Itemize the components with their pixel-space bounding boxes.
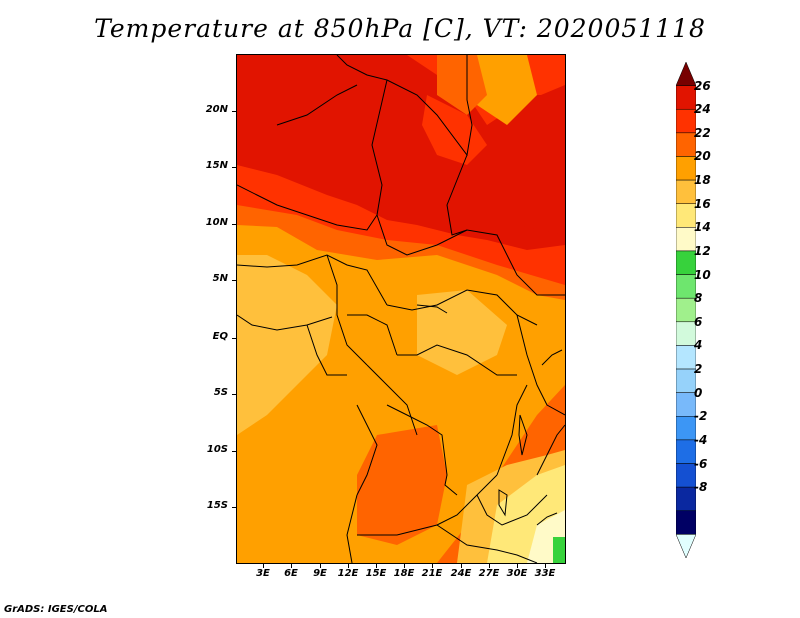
colorbar	[676, 62, 696, 558]
colorbar-swatch	[676, 345, 696, 370]
colorbar-label: -8	[694, 480, 708, 495]
field-24-pocket	[422, 95, 487, 165]
lakes	[416, 304, 563, 526]
colorbar-swatch	[676, 463, 696, 488]
colorbar-swatch	[676, 439, 696, 464]
lat-tick	[232, 111, 237, 112]
lon-label-6e: 6E	[284, 568, 298, 579]
lon-label-27e: 27E	[478, 568, 500, 579]
colorbar-swatch	[676, 274, 696, 299]
lon-tick	[432, 563, 433, 568]
colorbar-swatch	[676, 227, 696, 252]
lon-tick	[320, 563, 321, 568]
lon-label-15e: 15E	[365, 568, 387, 579]
lon-label-12e: 12E	[337, 568, 359, 579]
temperature-field	[237, 55, 565, 563]
colorbar-label: 12	[694, 243, 711, 258]
colorbar-label: 26	[694, 78, 711, 93]
lon-label-33e: 33E	[534, 568, 556, 579]
colorbar-label: 10	[694, 267, 711, 282]
colorbar-label: 0	[694, 385, 703, 400]
lat-label-eq: EQ	[212, 331, 228, 342]
lon-tick	[461, 563, 462, 568]
colorbar-swatch	[676, 132, 696, 157]
lat-label-10s: 10S	[206, 444, 228, 455]
lon-tick	[291, 563, 292, 568]
grads-credit: GrADS: IGES/COLA	[4, 604, 108, 615]
lon-tick	[404, 563, 405, 568]
lat-tick	[232, 451, 237, 452]
lat-tick	[232, 394, 237, 395]
colorbar-label: 22	[694, 125, 711, 140]
lon-label-18e: 18E	[393, 568, 415, 579]
colorbar-label: 16	[694, 196, 711, 211]
colorbar-swatch	[676, 250, 696, 275]
colorbar-label: -6	[694, 456, 708, 471]
colorbar-swatch	[676, 534, 696, 558]
lon-tick	[376, 563, 377, 568]
lat-label-5s: 5S	[213, 387, 228, 398]
colorbar-label: 8	[694, 291, 703, 306]
field-26-east	[497, 95, 565, 235]
lat-tick	[232, 338, 237, 339]
lon-tick	[545, 563, 546, 568]
temperature-map[interactable]	[236, 54, 566, 564]
lat-label-10n: 10N	[205, 217, 228, 228]
colorbar-swatch	[676, 62, 696, 86]
lat-label-20n: 20N	[205, 104, 228, 115]
field-26-core	[237, 55, 565, 250]
colorbar-label: -4	[694, 432, 708, 447]
lat-label-15n: 15N	[205, 160, 228, 171]
colorbar-label: 2	[694, 362, 703, 377]
lat-tick	[232, 280, 237, 281]
lon-tick	[263, 563, 264, 568]
colorbar-swatch	[676, 392, 696, 417]
field-22-pocket	[437, 55, 487, 115]
field-18-20-west	[237, 255, 337, 435]
colorbar-label: -2	[694, 409, 708, 424]
field-20-pocket	[467, 55, 537, 125]
colorbar-swatch	[676, 203, 696, 228]
colorbar-swatch	[676, 368, 696, 393]
field-12-14	[553, 537, 565, 563]
colorbar-swatch	[676, 321, 696, 346]
colorbar-swatch	[676, 297, 696, 323]
lat-label-15s: 15S	[206, 500, 228, 511]
colorbar-swatch	[676, 108, 696, 134]
lat-tick	[232, 167, 237, 168]
colorbar-swatch	[676, 85, 696, 110]
map-title: Temperature at 850hPa [C], VT: 202005111…	[94, 14, 706, 43]
colorbar-swatch	[676, 156, 696, 181]
colorbar-label: 18	[694, 173, 711, 188]
lon-label-21e: 21E	[421, 568, 443, 579]
colorbar-swatch	[676, 510, 696, 535]
lon-label-3e: 3E	[256, 568, 270, 579]
lon-label-9e: 9E	[313, 568, 327, 579]
lon-tick	[489, 563, 490, 568]
lon-tick	[517, 563, 518, 568]
field-22-24-south	[357, 425, 447, 545]
lat-label-5n: 5N	[212, 273, 228, 284]
colorbar-swatch	[676, 486, 696, 512]
lat-tick	[232, 224, 237, 225]
colorbar-swatch	[676, 416, 696, 441]
country-borders	[237, 55, 565, 563]
field-18-20-center	[417, 290, 507, 375]
colorbar-label: 4	[694, 338, 703, 353]
lon-label-30e: 30E	[506, 568, 528, 579]
lon-label-24e: 24E	[450, 568, 472, 579]
colorbar-label: 6	[694, 314, 703, 329]
colorbar-label: 14	[694, 220, 711, 235]
lat-tick	[232, 507, 237, 508]
lon-tick	[348, 563, 349, 568]
colorbar-label: 20	[694, 149, 711, 164]
colorbar-swatch	[676, 179, 696, 204]
colorbar-label: 24	[694, 102, 711, 117]
